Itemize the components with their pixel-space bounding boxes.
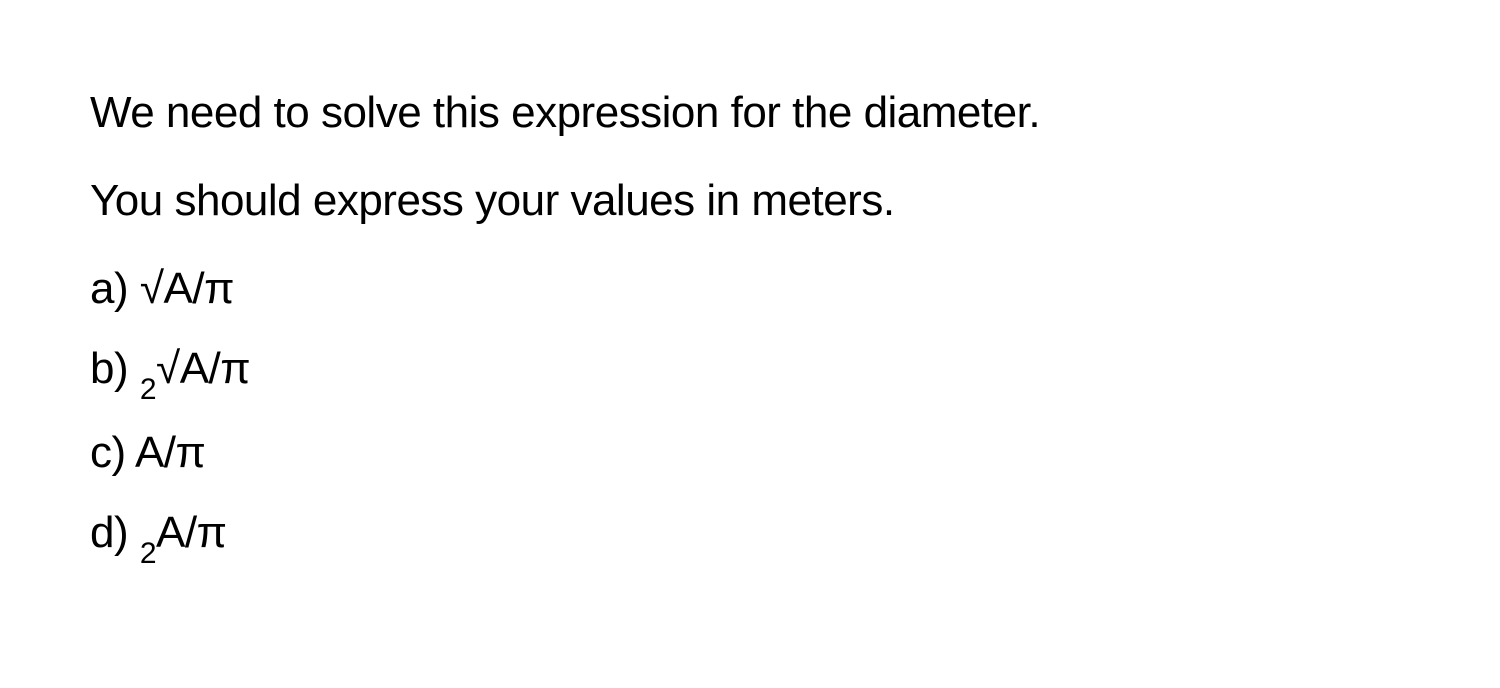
option-d-body: A/π (156, 508, 226, 557)
option-b-body: A/π (180, 344, 250, 393)
question-line-1: We need to solve this expression for the… (90, 80, 1410, 146)
question-line-2: You should express your values in meters… (90, 168, 1410, 234)
option-d-prefix: 2 (140, 537, 156, 570)
option-b-label: b) (90, 344, 140, 393)
option-b-radical: √ (156, 344, 180, 393)
option-a-body: A/π (164, 264, 234, 313)
option-a-label: a) (90, 264, 140, 313)
option-c-label: c) (90, 428, 135, 477)
option-d-label: d) (90, 508, 140, 557)
option-d: d) 2A/π (90, 500, 1410, 570)
option-a-radical: √ (140, 264, 164, 313)
option-b-prefix: 2 (140, 373, 156, 406)
option-c-body: A/π (135, 428, 205, 477)
option-c: c) A/π (90, 420, 1410, 486)
option-a: a) √A/π (90, 256, 1410, 322)
option-b: b) 2√A/π (90, 336, 1410, 406)
